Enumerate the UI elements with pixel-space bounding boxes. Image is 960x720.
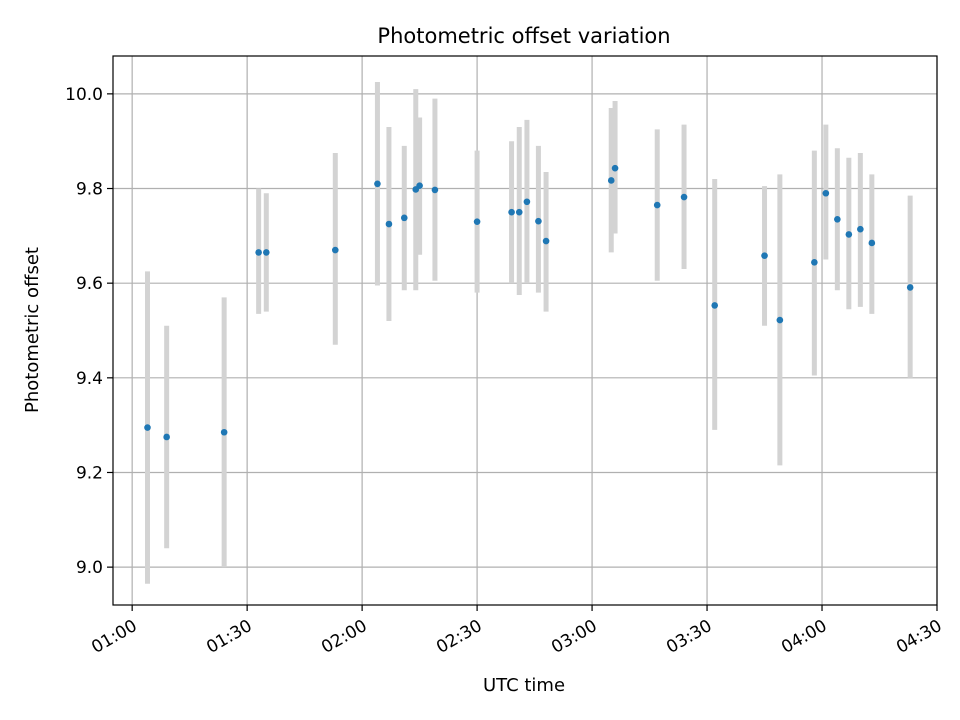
data-point	[761, 252, 768, 260]
data-point	[542, 237, 550, 245]
errorbar-layer	[144, 82, 913, 584]
point-layer	[144, 164, 914, 441]
data-point	[711, 302, 719, 309]
x-tick-label: 04:00	[778, 616, 830, 658]
data-point	[374, 180, 381, 188]
data-point	[473, 218, 481, 225]
data-point	[607, 177, 615, 184]
data-point	[822, 189, 830, 197]
x-tick-label: 03:30	[663, 616, 715, 658]
data-point	[431, 186, 439, 194]
data-point	[220, 428, 228, 436]
y-tick-label: 9.0	[76, 558, 103, 578]
x-tick-label: 01:30	[203, 616, 255, 658]
y-tick-label: 9.8	[76, 180, 103, 200]
y-axis-label: Photometric offset	[22, 247, 43, 413]
data-point	[385, 220, 393, 228]
x-tick-label: 02:30	[433, 616, 485, 658]
data-point	[906, 284, 914, 291]
data-point	[515, 208, 523, 216]
data-point	[811, 259, 818, 266]
data-point	[331, 246, 339, 254]
data-point	[535, 217, 542, 225]
x-tick-label: 04:30	[893, 616, 945, 658]
data-point	[255, 249, 262, 256]
y-tick-label: 9.6	[76, 274, 103, 294]
data-point	[400, 214, 408, 222]
x-axis-label: UTC time	[483, 675, 565, 696]
data-point	[845, 231, 853, 238]
x-tick-label: 03:00	[548, 616, 600, 658]
data-point	[163, 433, 170, 441]
data-point	[834, 215, 841, 223]
y-tick-label: 9.2	[76, 463, 103, 483]
data-point	[508, 208, 515, 216]
plot-frame	[112, 55, 938, 606]
y-tick-label: 10.0	[65, 85, 103, 105]
data-point	[868, 239, 876, 247]
data-point	[653, 201, 661, 209]
y-tick-label: 9.4	[76, 369, 103, 389]
data-point	[680, 193, 688, 201]
data-point	[263, 249, 270, 256]
data-point	[857, 225, 864, 233]
chart-title: Photometric offset variation	[377, 24, 670, 48]
data-point	[144, 424, 151, 431]
x-tick-label: 01:00	[88, 616, 140, 658]
data-point	[611, 164, 619, 172]
data-point	[523, 198, 531, 206]
x-tick-label: 02:00	[318, 616, 370, 658]
data-point	[416, 182, 423, 189]
data-point	[776, 316, 784, 324]
